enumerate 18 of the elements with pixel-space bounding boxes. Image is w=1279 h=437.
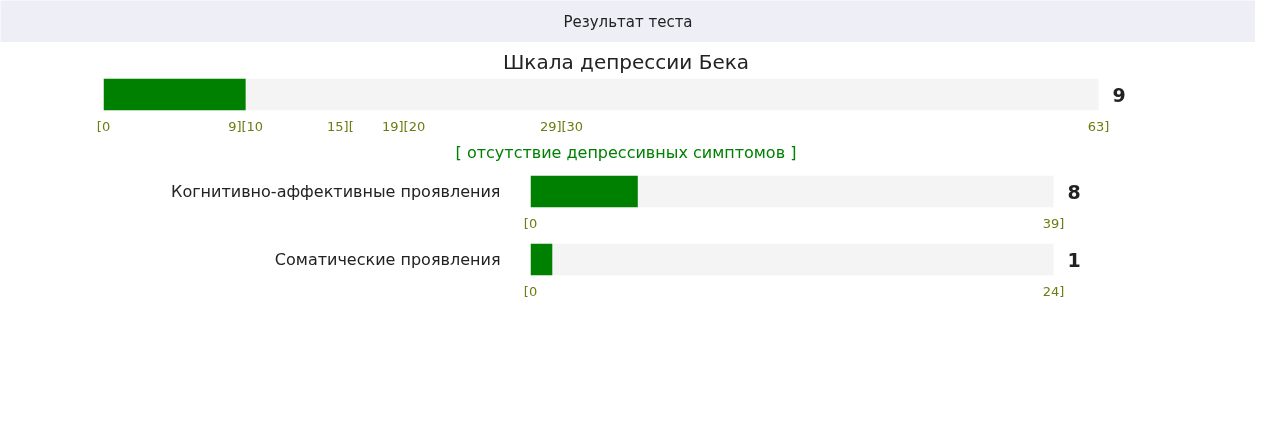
annotation: [ отсутствие депрессивных симптомов ] — [455, 142, 797, 162]
x-tick-label: 9][10 — [228, 118, 264, 134]
text: 1 — [1067, 248, 1081, 271]
chart-title: Шкала депрессии Бека — [502, 49, 750, 74]
x-tick-label: 24] — [1042, 283, 1065, 299]
x-tick-label: [0 — [523, 215, 538, 231]
x-tick-label: [0 — [523, 283, 538, 299]
text: Результат теста — [563, 12, 693, 31]
text: 9 — [1112, 83, 1126, 106]
x-tick-label: 29][30 — [539, 118, 584, 134]
y-tick-label: Соматические проявления — [274, 250, 501, 269]
text: 8 — [1067, 180, 1081, 203]
y-tick-label: Когнитивно-аффективные проявления — [171, 182, 501, 201]
x-tick-label: 19][20 — [381, 118, 426, 134]
x-tick-label: 39] — [1042, 215, 1065, 231]
x-tick-label: [0 — [96, 118, 111, 134]
x-tick-label: 15][ — [327, 118, 354, 134]
x-tick-label: 63] — [1087, 118, 1110, 134]
